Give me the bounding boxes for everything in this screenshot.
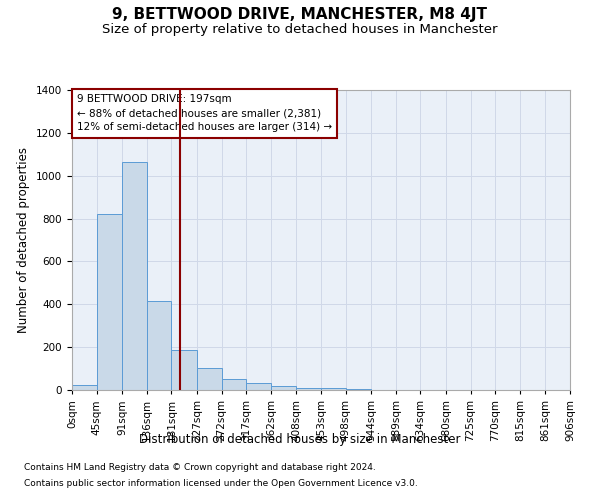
Bar	[221, 379, 246, 390]
Bar	[197, 368, 221, 390]
Bar	[346, 389, 371, 390]
Text: Contains public sector information licensed under the Open Government Licence v3: Contains public sector information licen…	[24, 478, 418, 488]
Bar	[172, 350, 197, 390]
Bar	[246, 382, 271, 390]
Text: 9 BETTWOOD DRIVE: 197sqm
← 88% of detached houses are smaller (2,381)
12% of sem: 9 BETTWOOD DRIVE: 197sqm ← 88% of detach…	[77, 94, 332, 132]
Text: 9, BETTWOOD DRIVE, MANCHESTER, M8 4JT: 9, BETTWOOD DRIVE, MANCHESTER, M8 4JT	[113, 8, 487, 22]
Bar	[122, 162, 147, 390]
Bar	[97, 214, 122, 390]
Text: Contains HM Land Registry data © Crown copyright and database right 2024.: Contains HM Land Registry data © Crown c…	[24, 464, 376, 472]
Bar	[296, 388, 321, 390]
Bar	[271, 386, 296, 390]
Text: Size of property relative to detached houses in Manchester: Size of property relative to detached ho…	[102, 22, 498, 36]
Bar	[147, 301, 172, 390]
Bar	[72, 384, 97, 390]
Text: Distribution of detached houses by size in Manchester: Distribution of detached houses by size …	[139, 432, 461, 446]
Bar	[321, 388, 346, 390]
Y-axis label: Number of detached properties: Number of detached properties	[17, 147, 31, 333]
